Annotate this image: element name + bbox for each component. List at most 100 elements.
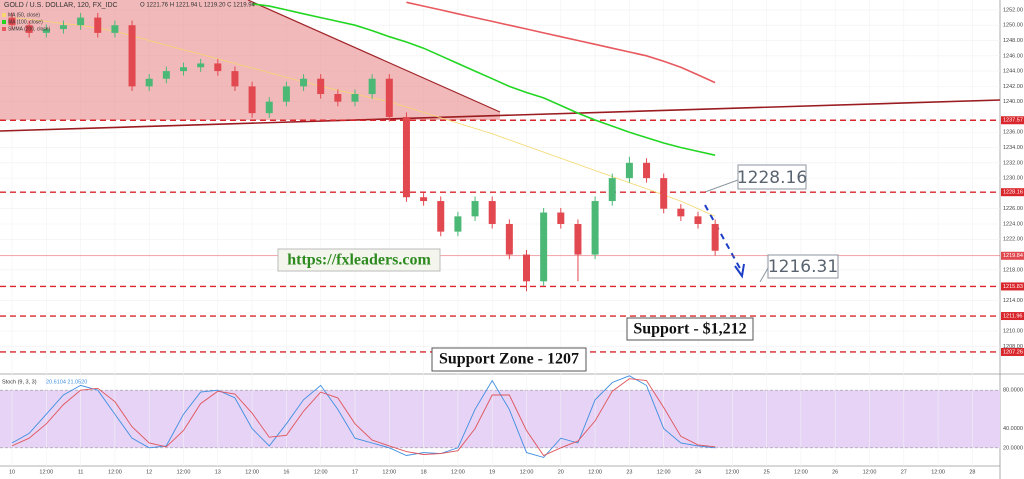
y-tick-label: 1244.00 [1003, 69, 1023, 75]
note: Support - $1,212 [633, 321, 746, 338]
y-tick-label: 1236.00 [1003, 130, 1023, 136]
y-tick-label: 1240.00 [1003, 99, 1023, 105]
candle-body [334, 94, 342, 102]
level-label: 1207.26 [1003, 349, 1023, 355]
indicator-tick-label: 40.0000 [1003, 426, 1023, 432]
y-tick-label: 1248.00 [1003, 38, 1023, 44]
candle-body [8, 17, 16, 26]
candle-body [128, 25, 136, 87]
candle-body [694, 216, 702, 224]
candle-body [248, 86, 256, 114]
x-tick-label: 13 [215, 469, 221, 475]
grid [0, 0, 1000, 466]
candle-body [505, 223, 513, 255]
x-tick-label: 24 [695, 469, 701, 475]
callout-leader [759, 267, 769, 283]
candle-body [711, 223, 719, 251]
level-tag [1001, 282, 1024, 291]
candle-body [180, 67, 187, 72]
indicator-name: Stoch (9, 3, 3) [2, 379, 37, 385]
projection-arrow [704, 204, 743, 273]
line [11, 378, 716, 457]
candle-body [608, 178, 616, 202]
chart-title: GOLD / U.S. DOLLAR, 120, FX_IDC [4, 2, 118, 9]
candle-body [265, 101, 273, 114]
x-tick-label: 12:00 [39, 469, 53, 475]
legend-entry: MA (100, close) [8, 19, 43, 25]
watermark-box [277, 248, 441, 272]
x-tick-label: 12 [146, 469, 152, 475]
candle-body [59, 25, 67, 30]
candle-body [300, 78, 308, 87]
x-tick-label: 27 [901, 469, 907, 475]
x-tick-label: 12:00 [382, 469, 396, 475]
legend-entry: MA (50, close) [8, 12, 40, 18]
x-tick-label: 12:00 [314, 469, 328, 475]
line [251, 3, 716, 156]
candle-body [111, 25, 119, 33]
candle-body [523, 254, 530, 282]
candle-body [437, 201, 445, 232]
x-tick-label: 12:00 [245, 469, 259, 475]
note-box [626, 317, 754, 341]
x-tick-label: 18 [421, 469, 427, 475]
legend-swatch [2, 13, 6, 17]
candle-body [471, 201, 479, 217]
callout: 1228.16 [737, 168, 807, 188]
x-tick-label: 12:00 [588, 469, 602, 475]
y-tick-label: 1246.00 [1003, 53, 1023, 59]
x-tick-label: 26 [832, 469, 838, 475]
candle-body [231, 71, 239, 87]
y-tick-label: 1250.00 [1003, 23, 1023, 29]
note-box [431, 347, 587, 372]
line [11, 375, 716, 458]
candle-body [145, 78, 153, 87]
candle-body [385, 78, 393, 117]
level-label: 1237.57 [1003, 118, 1023, 124]
y-tick-label: 1230.00 [1003, 176, 1023, 182]
note: Support Zone - 1207 [439, 351, 579, 368]
candle-body [214, 63, 222, 72]
line [406, 1, 716, 84]
callout: 1216.31 [768, 257, 838, 277]
indicator-tick-label: 80.0000 [1003, 388, 1023, 394]
candle-body [625, 162, 633, 179]
candle-body [162, 71, 170, 79]
y-tick-label: 1210.00 [1003, 328, 1023, 334]
watermark: https://fxleaders.com [287, 252, 431, 269]
x-tick-label: 11 [78, 469, 84, 475]
candle-body [25, 25, 33, 33]
candle-body [591, 201, 599, 255]
indicator-values: 20.6104 21.0520 [46, 379, 87, 385]
candle-body [420, 197, 428, 202]
x-tick-label: 20 [558, 469, 564, 475]
candle-body [574, 223, 582, 255]
legend-entry: SMMA (200, close) [8, 26, 51, 32]
plot [0, 1, 1000, 458]
candle-body [197, 63, 205, 68]
x-tick-label: 12:00 [725, 469, 739, 475]
candle-body [282, 86, 290, 102]
level-label: 1211.96 [1003, 313, 1022, 319]
candle-body [488, 201, 496, 224]
candle-body [77, 17, 85, 26]
arrow-head [734, 263, 745, 279]
indicator-tick-label: 20.0000 [1003, 445, 1023, 451]
callout-box [737, 164, 807, 190]
x-tick-label: 17 [352, 469, 358, 475]
x-tick-label: 10 [9, 469, 15, 475]
triangle-edge [247, 0, 501, 113]
level-tag [1001, 116, 1024, 125]
candle-body [660, 178, 668, 209]
callout-box [767, 254, 839, 279]
x-tick-label: 12:00 [657, 469, 671, 475]
indicator-band [0, 390, 1000, 448]
x-tick-label: 12:00 [863, 469, 877, 475]
level-tag [1001, 347, 1024, 356]
x-tick-label: 12:00 [520, 469, 534, 475]
x-tick-label: 16 [283, 469, 289, 475]
y-tick-label: 1232.00 [1003, 160, 1023, 166]
legend-swatch [2, 20, 6, 24]
candle-body [557, 212, 565, 224]
